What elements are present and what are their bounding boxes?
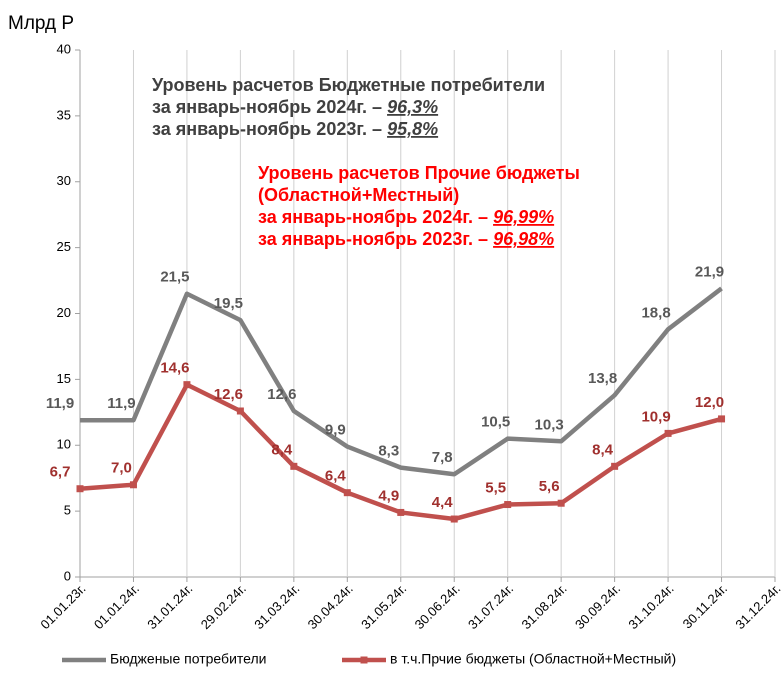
annotation: Уровень расчетов Прочие бюджеты <box>258 163 580 183</box>
value-label: 5,6 <box>539 478 560 495</box>
annotation-emphasis: 96,99% <box>493 207 554 227</box>
annotation-text: за январь-ноябрь 2023г. – <box>258 229 493 249</box>
point-marker <box>504 501 512 509</box>
value-label: 11,9 <box>46 395 74 412</box>
value-label: 4,4 <box>432 494 454 511</box>
point-marker <box>718 415 726 423</box>
value-label: 7,0 <box>111 460 132 477</box>
x-tick-label: 31.12.24г. <box>732 581 782 632</box>
y-tick-label: 30 <box>57 173 71 188</box>
point-marker <box>611 462 619 470</box>
y-tick-label: 5 <box>64 503 71 518</box>
y-tick-label: 0 <box>64 568 71 583</box>
x-tick-label: 31.05.24г. <box>358 581 409 632</box>
x-tick-label: 31.08.24г. <box>519 581 570 632</box>
y-tick-label: 40 <box>57 41 71 56</box>
value-label: 11,9 <box>107 395 135 412</box>
value-label: 8,3 <box>378 443 399 460</box>
x-tick-label: 31.01.24г. <box>144 581 195 632</box>
annotation: за январь-ноябрь 2023г. – 95,8% <box>152 119 438 139</box>
value-label: 10,3 <box>535 416 564 433</box>
annotation-text: Уровень расчетов Бюджетные потребители <box>152 75 545 95</box>
y-tick-label: 35 <box>57 107 71 122</box>
annotation-emphasis: 96,98% <box>493 229 554 249</box>
x-tick-label: 31.10.24г. <box>625 581 676 632</box>
point-marker <box>76 485 84 493</box>
legend-label: Бюдженые потребители <box>110 651 266 667</box>
annotation-text: за январь-ноябрь 2024г. – <box>152 97 387 117</box>
point-marker <box>236 407 244 415</box>
annotation-text: Уровень расчетов Прочие бюджеты <box>258 163 580 183</box>
x-tick-label: 31.03.24г. <box>251 581 302 632</box>
annotation-text: за январь-ноябрь 2024г. – <box>258 207 493 227</box>
x-tick-label: 30.09.24г. <box>572 581 623 632</box>
annotation-text: за январь-ноябрь 2023г. – <box>152 119 387 139</box>
annotation-emphasis: 96,3% <box>387 97 438 117</box>
value-label: 9,9 <box>325 422 346 439</box>
point-marker <box>450 515 458 523</box>
value-label: 21,9 <box>695 263 724 280</box>
annotation: Уровень расчетов Бюджетные потребители <box>152 75 545 95</box>
x-tick-label: 30.04.24г. <box>305 581 356 632</box>
point-marker <box>557 499 565 507</box>
legend-label: в т.ч.Прчие бюджеты (Областной+Местный) <box>390 651 676 667</box>
point-marker <box>343 489 351 497</box>
value-label: 4,9 <box>378 487 399 504</box>
y-tick-label: 25 <box>57 239 71 254</box>
x-tick-label: 01.01.23г. <box>37 581 88 632</box>
annotation: за январь-ноябрь 2024г. – 96,3% <box>152 97 438 117</box>
point-marker <box>664 429 672 437</box>
point-marker <box>129 481 137 489</box>
x-tick-label: 01.01.24г. <box>91 581 142 632</box>
x-tick-label: 30.06.24г. <box>412 581 463 632</box>
annotation: (Областной+Местный) <box>258 185 459 205</box>
value-label: 12,6 <box>267 386 296 403</box>
series-line <box>80 286 723 477</box>
y-tick-label: 15 <box>57 371 71 386</box>
x-tick-label: 30.11.24г. <box>680 581 730 631</box>
value-label: 7,8 <box>432 449 453 466</box>
value-label: 8,4 <box>592 441 614 458</box>
annotation-text: (Областной+Местный) <box>258 185 459 205</box>
x-tick-label: 31.07.24г. <box>465 581 516 632</box>
annotation: за январь-ноябрь 2024г. – 96,99% <box>258 207 554 227</box>
value-label: 21,5 <box>160 269 189 286</box>
value-label: 13,8 <box>588 370 617 387</box>
value-label: 6,7 <box>50 464 71 481</box>
annotation-emphasis: 95,8% <box>387 119 438 139</box>
point-marker <box>290 462 298 470</box>
x-tick-label: 29.02.24г. <box>198 581 249 632</box>
value-label: 6,4 <box>325 468 347 485</box>
value-label: 18,8 <box>641 304 670 321</box>
value-label: 12,6 <box>214 386 243 403</box>
y-axis-label: Млрд Р <box>8 13 74 34</box>
value-label: 8,4 <box>271 441 293 458</box>
value-label: 12,0 <box>695 394 724 411</box>
annotation: за январь-ноябрь 2023г. – 96,98% <box>258 229 554 249</box>
y-tick-label: 10 <box>57 437 71 452</box>
point-marker <box>397 508 405 516</box>
legend-marker <box>360 656 368 664</box>
value-label: 5,5 <box>485 480 506 497</box>
value-label: 10,5 <box>481 414 510 431</box>
value-label: 10,9 <box>641 408 670 425</box>
value-label: 14,6 <box>160 360 189 377</box>
point-marker <box>183 381 191 389</box>
value-label: 19,5 <box>214 295 243 312</box>
y-tick-label: 20 <box>57 305 71 320</box>
